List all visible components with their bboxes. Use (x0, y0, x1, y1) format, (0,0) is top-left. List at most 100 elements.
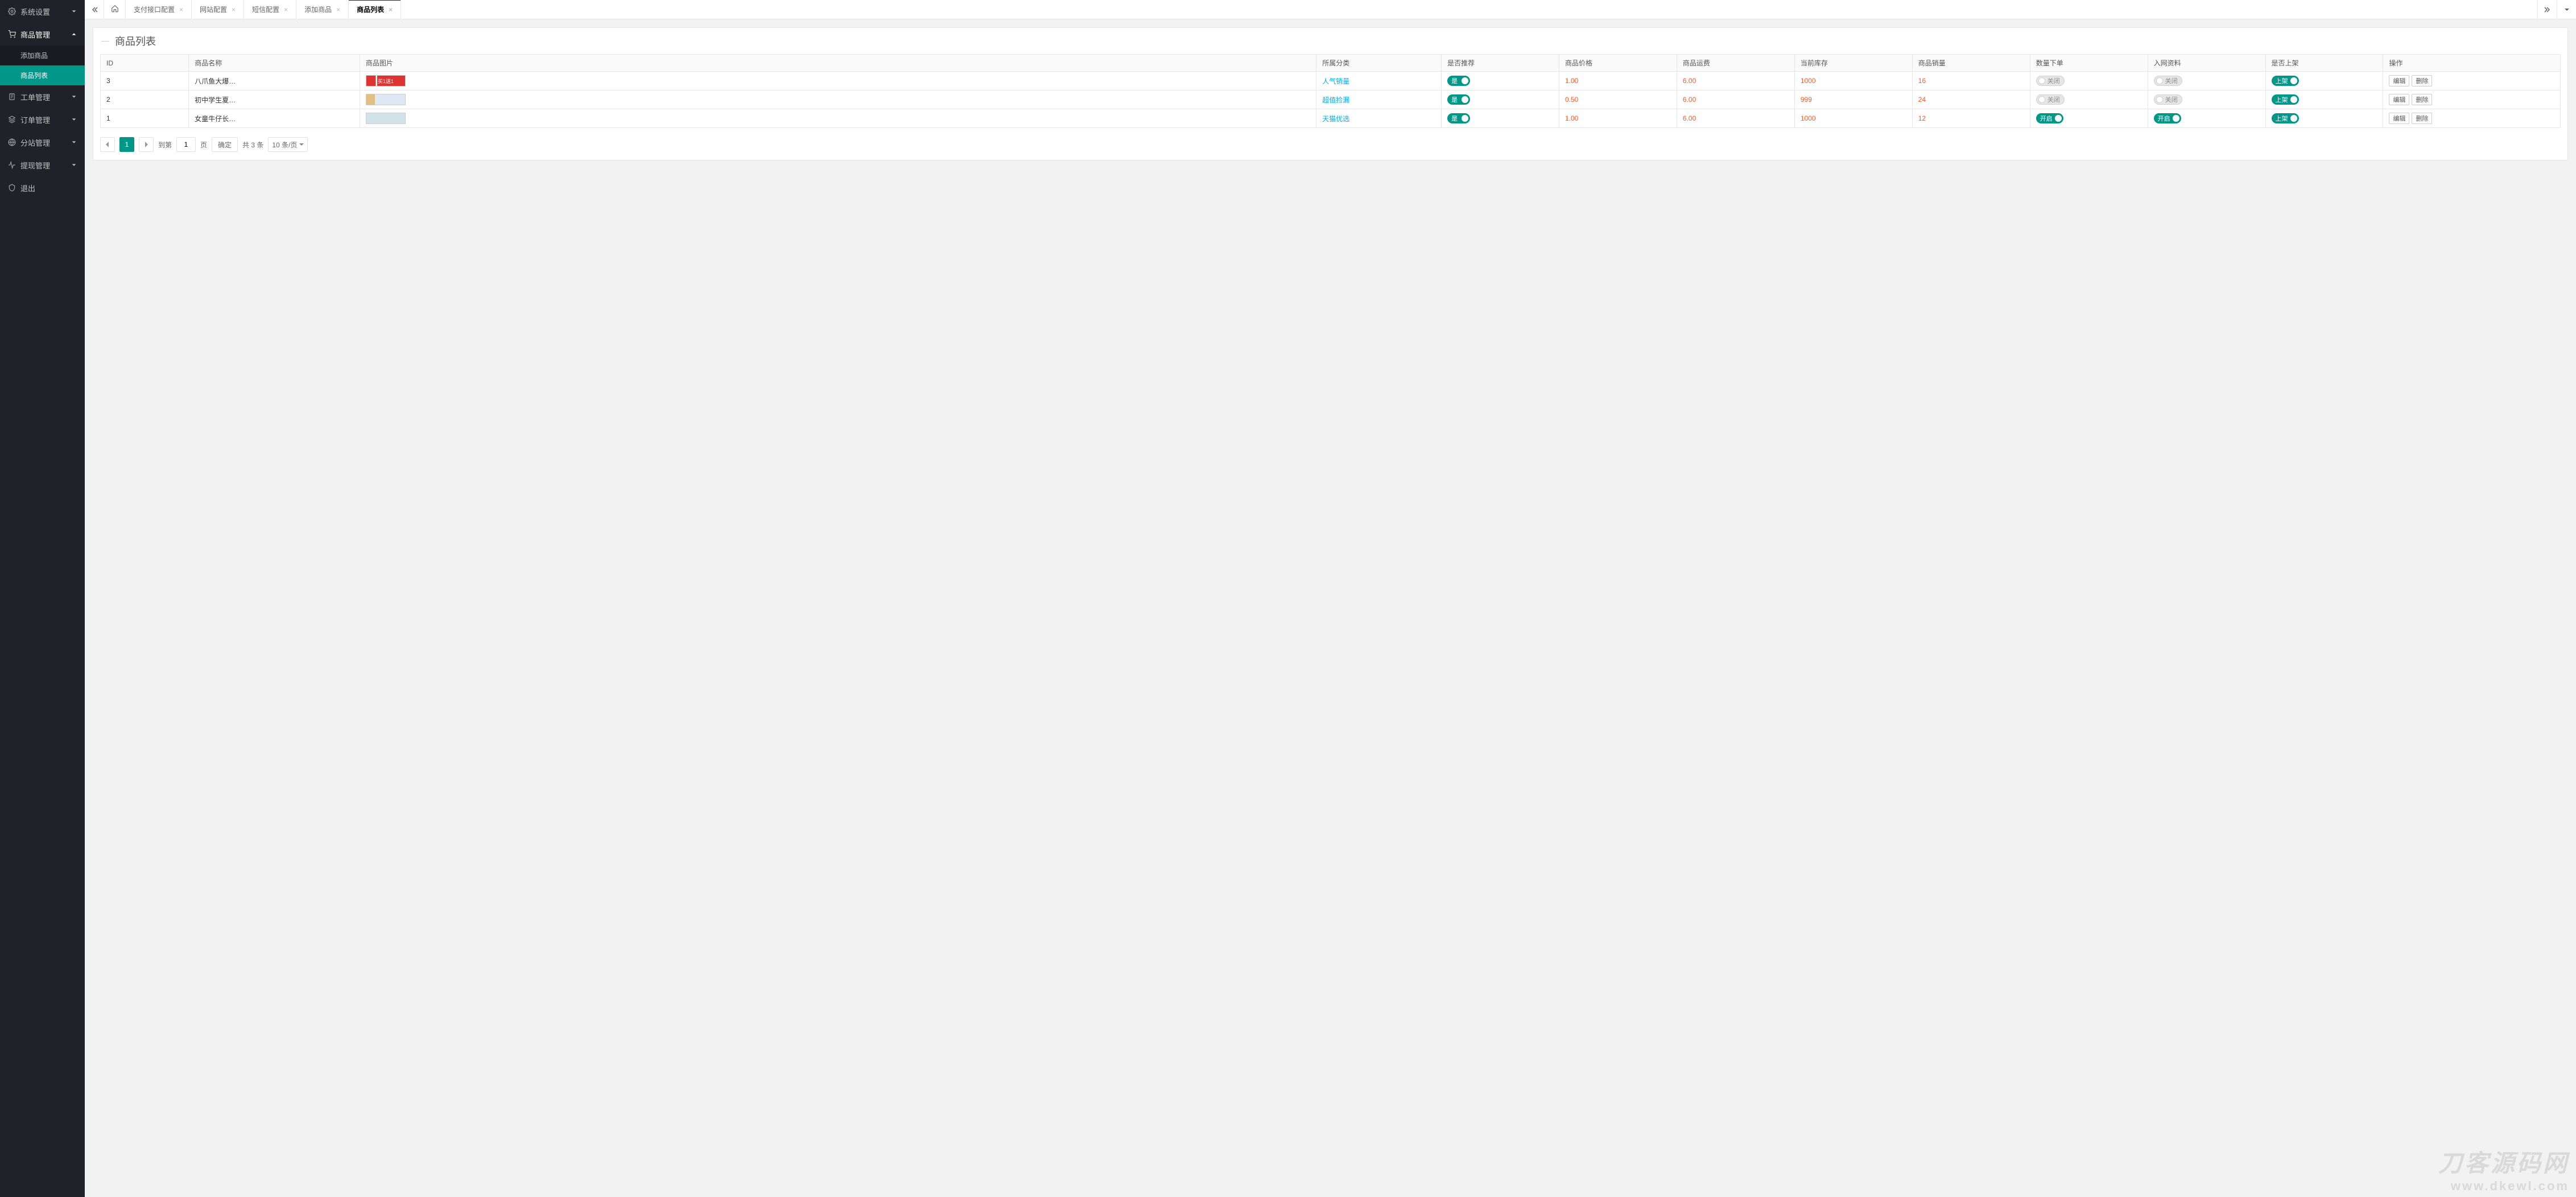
chevron-down-icon (71, 94, 77, 100)
chevron-down-icon (71, 139, 77, 145)
switch-on[interactable]: 开启 (2154, 113, 2181, 123)
tab-product-list[interactable]: 商品列表 × (349, 0, 401, 19)
delete-button[interactable]: 删除 (2412, 113, 2432, 124)
tab-home[interactable] (104, 0, 126, 19)
pager-total: 共 3 条 (242, 140, 263, 150)
nav-order-mgmt[interactable]: 订单管理 (0, 108, 85, 131)
nav-logout[interactable]: 退出 (0, 176, 85, 199)
tab-site-config[interactable]: 网站配置 × (192, 0, 244, 19)
cell-shipping: 6.00 (1677, 109, 1795, 127)
nav-product-mgmt-sub: 添加商品 商品列表 (0, 46, 85, 85)
col-on-shelf: 是否上架 (2266, 55, 2384, 72)
nav-sub-product-list[interactable]: 商品列表 (0, 65, 85, 85)
switch-on[interactable]: 上架 (2272, 76, 2299, 86)
cell-sales: 12 (1913, 109, 2030, 127)
close-icon[interactable]: × (179, 6, 183, 13)
nav-label: 订单管理 (20, 114, 50, 125)
nav-substation-mgmt[interactable]: 分站管理 (0, 131, 85, 154)
col-qty-order: 数量下单 (2030, 55, 2148, 72)
tab-sms-config[interactable]: 短信配置 × (244, 0, 296, 19)
gear-icon (8, 7, 16, 15)
cell-name: 八爪鱼大爆… (189, 72, 360, 90)
switch-off[interactable]: 关闭 (2154, 76, 2182, 86)
nav-label: 工单管理 (20, 92, 50, 102)
switch-on[interactable]: 是 (1447, 76, 1470, 86)
chevron-down-icon (71, 9, 77, 14)
tabs-bar: 支付接口配置 × 网站配置 × 短信配置 × 添加商品 × 商品列表 × (85, 0, 2576, 19)
close-icon[interactable]: × (284, 6, 288, 13)
col-category: 所属分类 (1316, 55, 1442, 72)
switch-on[interactable]: 上架 (2272, 94, 2299, 105)
cell-qty-order: 开启 (2030, 109, 2148, 127)
cell-price: 0.50 (1559, 90, 1677, 109)
close-icon[interactable]: × (389, 6, 393, 13)
tabs-more[interactable] (2557, 0, 2576, 19)
page-prev[interactable] (100, 137, 115, 152)
cell-category: 天猫优选 (1316, 109, 1442, 127)
edit-button[interactable]: 编辑 (2389, 94, 2409, 105)
product-image (366, 94, 406, 105)
goto-page-input[interactable] (176, 137, 196, 152)
panel-product-list: 商品列表 ID 商品名称 商品图片 所属分类 是否推荐 商品价格 商品运费 当前… (93, 27, 2568, 160)
tab-label: 商品列表 (357, 5, 384, 14)
switch-on[interactable]: 是 (1447, 94, 1470, 105)
nav-product-mgmt[interactable]: 商品管理 (0, 23, 85, 46)
nav-ticket-mgmt[interactable]: 工单管理 (0, 85, 85, 108)
tabs-scroll-left[interactable] (85, 0, 104, 19)
home-icon (111, 5, 119, 14)
switch-on[interactable]: 开启 (2036, 113, 2063, 123)
chevron-down-icon (71, 117, 77, 122)
switch-on[interactable]: 上架 (2272, 113, 2299, 123)
page-number[interactable]: 1 (119, 137, 134, 152)
switch-off[interactable]: 关闭 (2036, 76, 2065, 86)
tab-pay-config[interactable]: 支付接口配置 × (126, 0, 192, 19)
nav-system-settings[interactable]: 系统设置 (0, 0, 85, 23)
cell-shipping: 6.00 (1677, 90, 1795, 109)
tab-add-product[interactable]: 添加商品 × (296, 0, 349, 19)
nav-withdraw-mgmt[interactable]: 提现管理 (0, 154, 85, 176)
cell-id: 2 (101, 90, 189, 109)
cell-category: 人气销量 (1316, 72, 1442, 90)
edit-button[interactable]: 编辑 (2389, 113, 2409, 124)
page-next[interactable] (139, 137, 154, 152)
cell-net-info: 开启 (2148, 109, 2266, 127)
table-row: 2初中学生夏…超值捡漏是0.506.0099924关闭关闭上架编辑删除 (101, 90, 2560, 109)
col-net-info: 入网资料 (2148, 55, 2266, 72)
cell-image (360, 109, 1316, 127)
category-link[interactable]: 人气销量 (1322, 77, 1349, 85)
nav-sub-add-product[interactable]: 添加商品 (0, 46, 85, 65)
close-icon[interactable]: × (336, 6, 340, 13)
page-title: 商品列表 (115, 34, 156, 48)
clipboard-icon (8, 93, 16, 101)
delete-button[interactable]: 删除 (2412, 75, 2432, 86)
tabs-scroll-right[interactable] (2537, 0, 2557, 19)
nav-label: 系统设置 (20, 6, 50, 17)
product-name: 女童牛仔长… (195, 114, 236, 123)
cell-stock: 1000 (1795, 72, 1913, 90)
product-table: ID 商品名称 商品图片 所属分类 是否推荐 商品价格 商品运费 当前库存 商品… (100, 54, 2561, 128)
col-image: 商品图片 (360, 55, 1316, 72)
category-link[interactable]: 天猫优选 (1322, 115, 1349, 123)
col-shipping: 商品运费 (1677, 55, 1795, 72)
switch-off[interactable]: 关闭 (2154, 94, 2182, 105)
table-header-row: ID 商品名称 商品图片 所属分类 是否推荐 商品价格 商品运费 当前库存 商品… (101, 55, 2560, 72)
cell-on-shelf: 上架 (2266, 90, 2384, 109)
delete-button[interactable]: 删除 (2412, 94, 2432, 105)
goto-confirm-button[interactable]: 确定 (212, 137, 238, 152)
category-link[interactable]: 超值捡漏 (1322, 96, 1349, 104)
panel-header: 商品列表 (93, 28, 2567, 54)
col-sales: 商品销量 (1913, 55, 2030, 72)
col-name: 商品名称 (189, 55, 360, 72)
close-icon[interactable]: × (232, 6, 236, 13)
cell-stock: 1000 (1795, 109, 1913, 127)
nav-label: 退出 (20, 183, 35, 193)
col-price: 商品价格 (1559, 55, 1677, 72)
switch-on[interactable]: 是 (1447, 113, 1470, 123)
cell-net-info: 关闭 (2148, 72, 2266, 90)
cell-op: 编辑删除 (2383, 72, 2560, 90)
edit-button[interactable]: 编辑 (2389, 75, 2409, 86)
globe-icon (8, 138, 16, 146)
page-size-select[interactable]: 10 条/页 (268, 137, 308, 152)
cart-icon (8, 30, 16, 38)
switch-off[interactable]: 关闭 (2036, 94, 2065, 105)
